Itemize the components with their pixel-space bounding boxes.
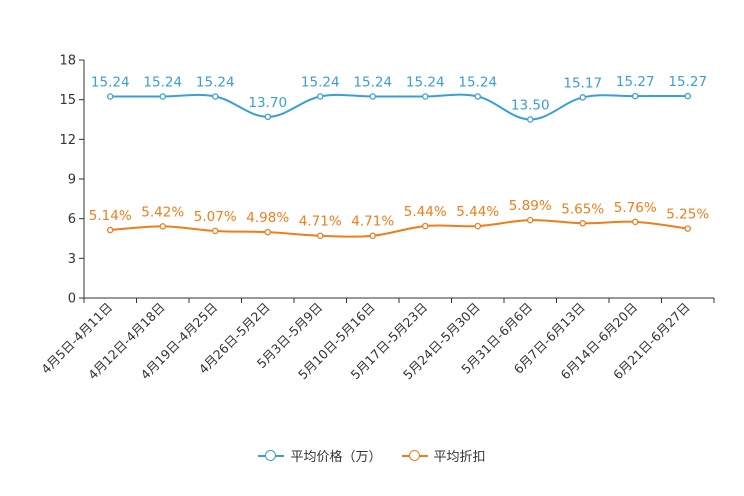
data-point [369,93,376,100]
data-point [684,225,692,232]
data-label: 15.27 [616,74,655,90]
data-label: 5.44% [404,204,447,220]
legend-price-swatch-icon [258,449,285,462]
data-point [264,228,271,236]
data-label: 5.42% [141,204,184,220]
y-tick-label: 3 [68,252,76,267]
y-tick-label: 6 [68,212,76,227]
series-line [110,219,688,238]
data-label: 15.24 [406,74,445,90]
legend-item-price[interactable]: 平均价格（万） [258,446,382,465]
data-label: 15.24 [91,74,130,90]
y-tick-label: 18 [59,54,76,69]
data-point [316,93,324,100]
data-label: 15.24 [143,74,182,90]
data-point [632,218,639,226]
data-label: 5.25% [666,207,709,223]
legend-price-label: 平均价格（万） [290,450,382,465]
y-tick-label: 0 [68,292,76,307]
y-tick-label: 15 [59,93,76,108]
data-point [474,222,481,230]
series-line [110,93,688,121]
data-label: 15.24 [196,74,235,90]
data-point [211,227,219,235]
legend-discount-label: 平均折扣 [433,450,486,465]
data-point [684,92,692,100]
data-point [527,216,534,224]
legend-item-discount[interactable]: 平均折扣 [401,446,486,465]
data-label: 13.70 [248,95,287,111]
data-label: 15.17 [563,75,602,91]
y-tick-label: 12 [59,133,76,148]
x-axis: 4月5日-4月11日4月12日-4月18日4月19日-4月25日4月26日-5月… [38,297,715,382]
data-point [527,116,534,123]
data-point [421,222,429,230]
data-label: 15.24 [353,74,392,90]
legend-discount-swatch-icon [401,449,428,462]
data-point [632,92,639,100]
data-point [107,226,114,234]
data-point [369,232,376,239]
data-point [211,93,219,100]
line-chart: 0 3 6 9 12 15 18 4月5日-4月11日4月12日-4月18日4月19日-4月… [38,54,715,382]
data-label: 4.71% [299,214,342,230]
data-point [159,223,166,230]
data-point [264,113,271,121]
data-label: 4.98% [246,210,289,226]
y-tick-label: 9 [68,173,76,188]
data-point [107,93,114,100]
data-point [474,93,481,100]
data-label: 15.27 [668,74,707,90]
data-point [159,93,166,100]
series-layer: 15.24 15.24 15.24 13.70 15.24 15.24 15.24 15.24… [89,74,709,239]
data-label: 5.65% [561,201,604,217]
data-label: 5.07% [194,209,237,225]
y-axis: 0 3 6 9 12 15 18 [59,54,85,307]
series-1: 5.14% 5.42% 5.07% 4.98% 4.71% 4.71% 5.44% 5.44%… [89,198,709,239]
data-label: 15.24 [458,74,497,90]
data-point [316,232,324,239]
data-point [421,93,429,100]
data-point [579,94,587,101]
legend: 平均价格（万） 平均折扣 [0,446,744,465]
series-0: 15.24 15.24 15.24 13.70 15.24 15.24 15.24 15.24… [91,74,707,123]
data-label: 5.44% [456,204,499,220]
data-label: 4.71% [351,214,394,230]
data-label: 5.14% [89,208,132,224]
data-label: 5.76% [614,200,657,216]
data-point [579,220,587,227]
data-label: 5.89% [509,198,552,214]
data-label: 13.50 [511,98,550,114]
data-label: 15.24 [301,74,340,90]
